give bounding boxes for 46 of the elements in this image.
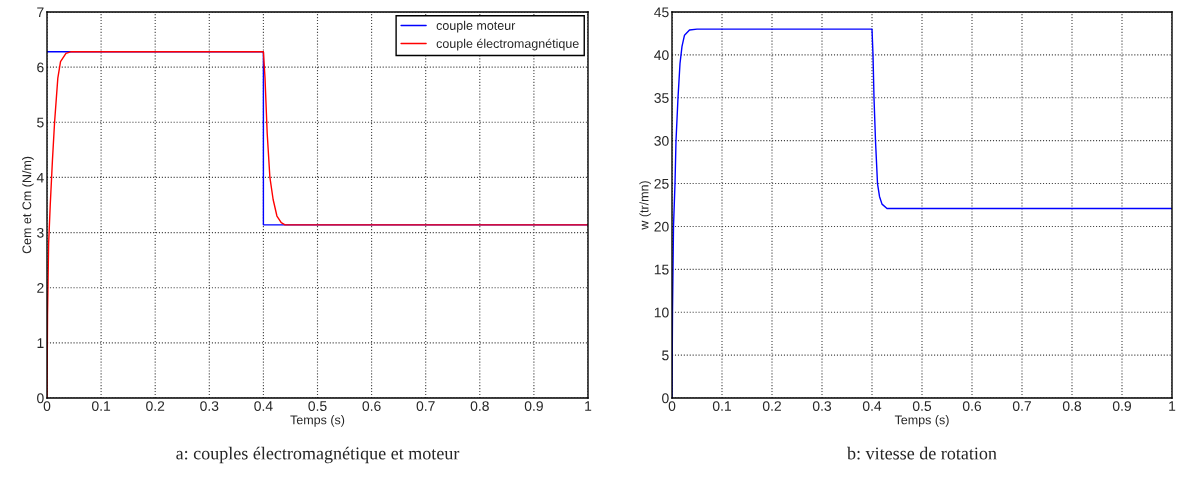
y-tick-label: 3 <box>37 227 44 238</box>
y-tick-label: 35 <box>654 93 669 103</box>
x-tick-label: 0.1 <box>91 401 111 411</box>
x-tick-label: 0.7 <box>416 401 435 411</box>
y-tick-label: 0 <box>37 393 44 404</box>
x-tick-label: 0.5 <box>912 401 932 411</box>
x-tick-label: 0.3 <box>812 401 832 411</box>
x-axis-title: Temps (s) <box>894 415 949 427</box>
y-axis-title: Cem et Cm (N/m) <box>22 156 34 254</box>
y-tick-label: 4 <box>36 172 44 183</box>
y-tick-label: 25 <box>654 178 669 189</box>
y-tick-label: 5 <box>37 117 44 128</box>
y-tick-label: 10 <box>654 307 669 318</box>
x-tick-label: 0.9 <box>524 401 543 411</box>
x-tick-label: 0.3 <box>200 401 219 411</box>
text: b: vitesse de rotation <box>847 446 997 460</box>
y-tick-label: 40 <box>654 50 669 61</box>
x-tick-label: 1 <box>1169 401 1176 411</box>
y-tick-label: 6 <box>37 62 44 73</box>
x-tick-label: 0.7 <box>1012 401 1031 411</box>
x-tick-label: 0.2 <box>762 401 781 411</box>
legend-label: couple électromagnétique <box>436 38 579 51</box>
y-tick-label: 5 <box>662 350 669 361</box>
x-tick-label: 0.9 <box>1112 401 1131 411</box>
x-tick-label: 0.8 <box>1062 401 1082 411</box>
x-tick-label: 0.6 <box>962 401 982 411</box>
y-axis-title: w (tr/mn) <box>639 181 651 230</box>
x-tick-label: 0.4 <box>862 401 882 411</box>
x-tick-label: 0.1 <box>712 401 731 411</box>
x-tick-label: 0.2 <box>146 401 165 411</box>
y-tick-label: 45 <box>654 7 669 18</box>
y-tick-label: 7 <box>37 7 44 18</box>
y-tick-label: 1 <box>37 338 44 348</box>
y-tick-label: 2 <box>37 283 44 293</box>
legend-label: couple moteur <box>436 20 516 33</box>
y-tick-label: 0 <box>662 393 669 404</box>
x-tick-label: 0.6 <box>362 401 381 411</box>
x-tick-label: 1 <box>585 401 592 411</box>
x-axis-title: Temps (s) <box>290 415 345 427</box>
y-tick-label: 15 <box>654 264 669 275</box>
y-tick-label: 30 <box>654 136 669 146</box>
x-tick-label: 0.5 <box>308 401 327 411</box>
y-tick-label: 20 <box>654 221 669 232</box>
x-tick-label: 0.8 <box>470 401 489 411</box>
text: a: couples électromagnétique et moteur <box>176 446 460 464</box>
x-tick-label: 0.4 <box>254 401 273 411</box>
